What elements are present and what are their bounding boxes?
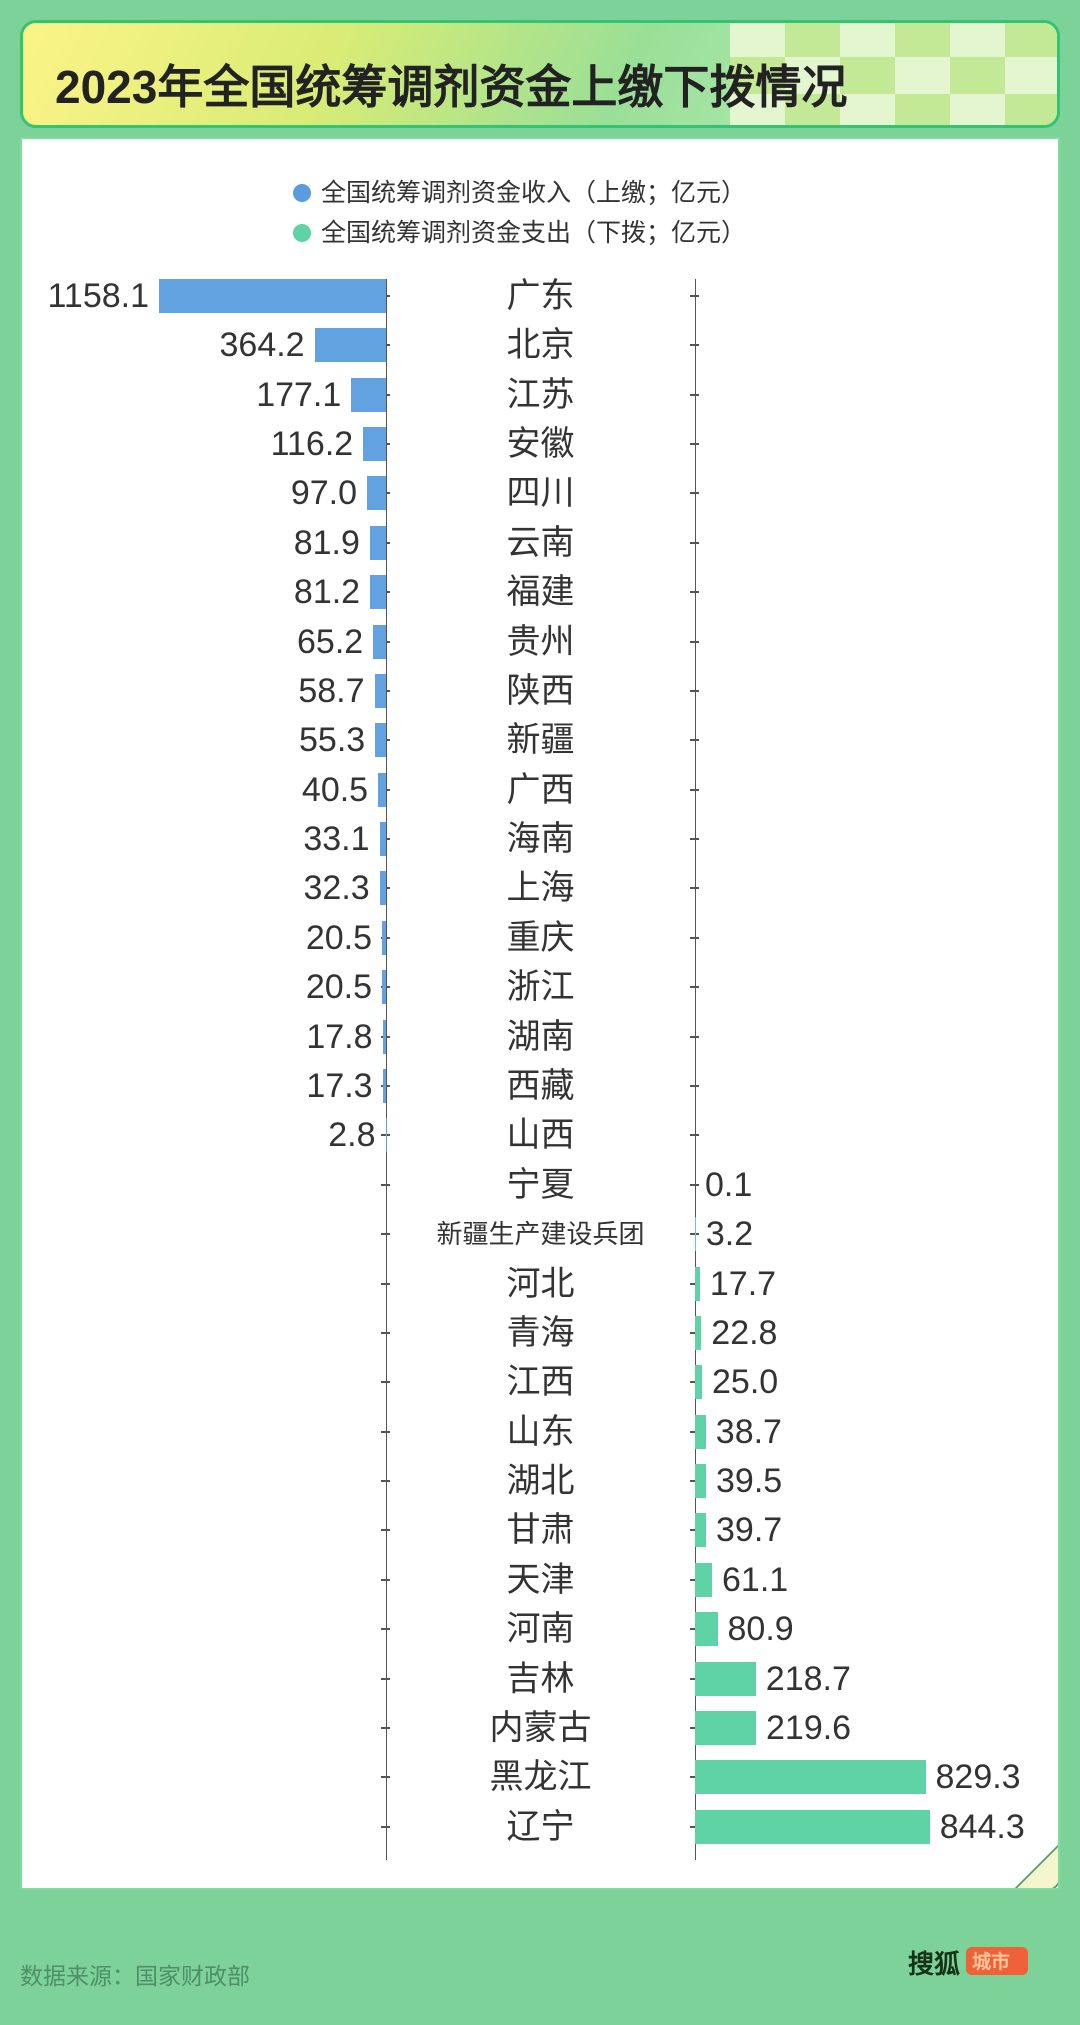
svg-text:搜狐: 搜狐 <box>908 1949 960 1979</box>
svg-text:城市: 城市 <box>972 1950 1010 1973</box>
